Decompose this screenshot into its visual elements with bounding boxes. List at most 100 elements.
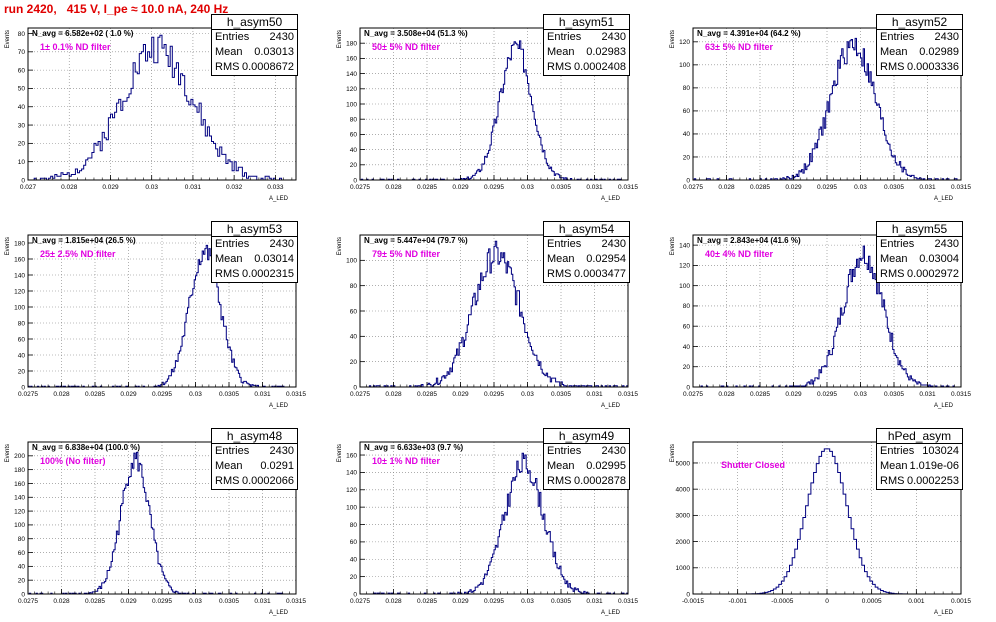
stats-label: Mean	[215, 460, 243, 472]
stats-box: h_asym50 Entries 2430 Mean 0.03013 RMS 0.00086…	[211, 14, 298, 76]
histogram-panel-h_asym53: 0.0275 0.028 0.0285 0.029 0.0295 0.03 0.0305 0.…	[0, 221, 308, 409]
x-tick-label: 0.03	[189, 598, 202, 605]
y-tick-label: 80	[683, 303, 691, 310]
x-tick-label: 0.028	[53, 391, 70, 398]
y-tick-label: 3000	[676, 513, 691, 520]
filter-annotation: Shutter Closed	[721, 460, 786, 470]
y-tick-label: 140	[14, 272, 25, 279]
y-tick-label: 40	[18, 104, 26, 111]
x-tick-label: 0.029	[452, 598, 469, 605]
x-tick-label: 0	[825, 598, 829, 605]
y-tick-label: 120	[14, 508, 25, 515]
stats-value: 0.0002066	[242, 475, 294, 487]
x-tick-label: 0.0305	[884, 184, 904, 191]
y-tick-label: 140	[679, 242, 690, 249]
stats-value: 0.0003477	[574, 268, 626, 280]
stats-label: Entries	[880, 31, 915, 43]
y-axis-label: Events	[337, 237, 343, 255]
y-tick-label: 60	[18, 550, 26, 557]
y-tick-label: 120	[679, 263, 690, 270]
x-tick-label: 0.031	[586, 391, 603, 398]
stats-label: RMS	[215, 61, 240, 73]
histogram-panel-h_asym48: 0.0275 0.028 0.0285 0.029 0.0295 0.03 0.0305 0.…	[0, 428, 308, 616]
y-axis-label: Events	[670, 30, 676, 48]
stats-row-rms: RMS 0.0002066	[212, 474, 297, 489]
stats-value: 0.0002972	[907, 268, 959, 280]
stats-row-mean: Mean 0.03004	[877, 252, 962, 267]
x-tick-label: 0.0295	[817, 184, 837, 191]
x-tick-label: 0.0285	[417, 391, 437, 398]
x-tick-label: 0.0305	[551, 391, 571, 398]
x-tick-label: 0.001	[908, 598, 925, 605]
x-tick-label: 0.028	[718, 391, 735, 398]
y-tick-label: 60	[350, 308, 358, 315]
x-tick-label: 0.03	[189, 391, 202, 398]
y-tick-label: 120	[346, 487, 357, 494]
x-tick-label: 0.0275	[683, 391, 703, 398]
stats-row-mean: Mean 0.02983	[544, 45, 629, 60]
y-tick-label: 0	[353, 384, 357, 391]
stats-label: Entries	[547, 31, 582, 43]
stats-value: 0.0002408	[574, 61, 626, 73]
x-tick-label: 0.0315	[951, 391, 971, 398]
y-tick-label: 120	[14, 288, 25, 295]
y-axis-label: Events	[670, 237, 676, 255]
histogram-curve	[28, 34, 296, 181]
y-tick-label: 20	[683, 154, 691, 161]
x-tick-label: 0.0305	[551, 184, 571, 191]
stats-value: 0.03013	[254, 46, 294, 58]
stats-value: 0.03014	[254, 253, 294, 265]
stats-box: h_asym51 Entries 2430 Mean 0.02983 RMS 0.00024…	[543, 14, 630, 76]
n-avg-label: N_avg = 6.582e+02 ( 1.0 %)	[32, 29, 134, 38]
histogram-panel-h_asym54: 0.0275 0.028 0.0285 0.029 0.0295 0.03 0.0305 0.…	[332, 221, 640, 409]
x-tick-label: 0.0315	[618, 598, 638, 605]
x-tick-label: 0.029	[120, 598, 137, 605]
stats-value: 0.02983	[586, 46, 626, 58]
x-tick-label: 0.029	[452, 184, 469, 191]
x-axis-label: A_LED	[601, 610, 621, 616]
stats-label: Mean	[880, 46, 908, 58]
y-tick-label: 80	[350, 117, 358, 124]
histogram-name: h_asym51	[544, 15, 629, 30]
n-avg-label: N_avg = 6.633e+03 (9.7 %)	[364, 443, 464, 452]
stats-row-rms: RMS 0.0008672	[212, 60, 297, 75]
x-tick-label: 0.028	[61, 184, 78, 191]
y-tick-label: 80	[18, 320, 26, 327]
n-avg-label: N_avg = 5.447e+04 (79.7 %)	[364, 236, 468, 245]
x-tick-label: 0.031	[254, 391, 271, 398]
stats-row-mean: Mean 0.0291	[212, 459, 297, 474]
y-tick-label: 30	[18, 122, 26, 129]
y-tick-label: 100	[346, 258, 357, 265]
y-tick-label: 100	[14, 304, 25, 311]
x-tick-label: 0.0275	[18, 598, 38, 605]
y-tick-label: 20	[18, 141, 26, 148]
stats-value: 2430	[269, 31, 294, 43]
stats-value: 2430	[601, 445, 626, 457]
x-tick-label: 0.0015	[951, 598, 971, 605]
run-title: run 2420, 415 V, I_pe ≈ 10.0 nA, 240 Hz	[4, 2, 229, 16]
x-tick-label: 0.03	[521, 391, 534, 398]
x-tick-label: 0.03	[145, 184, 158, 191]
x-tick-label: 0.03	[854, 391, 867, 398]
y-tick-label: 100	[346, 101, 357, 108]
x-tick-label: 0.0315	[618, 184, 638, 191]
x-tick-label: 0.029	[102, 184, 119, 191]
stats-row-entries: Entries 2430	[212, 237, 297, 252]
n-avg-label: N_avg = 6.838e+04 (100.0 %)	[32, 443, 141, 452]
plot-frame	[27, 27, 297, 181]
stats-row-entries: Entries 2430	[544, 30, 629, 45]
y-tick-label: 20	[350, 574, 358, 581]
histogram-panel-hPed_asym: -0.0015 -0.001 -0.0005 0 0.0005 0.001 0.0015 0 1…	[665, 428, 973, 616]
filter-annotation: 100% (No filter)	[40, 456, 106, 466]
filter-annotation: 40± 4% ND filter	[705, 249, 773, 259]
histogram-plot: 0.0275 0.028 0.0285 0.029 0.0295 0.03 0.0305 0.…	[337, 441, 638, 616]
y-tick-label: 80	[683, 85, 691, 92]
stats-row-rms: RMS 0.0002972	[877, 267, 962, 282]
stats-label: RMS	[215, 268, 240, 280]
y-tick-label: 0	[21, 384, 25, 391]
y-tick-label: 60	[350, 539, 358, 546]
x-tick-label: -0.0005	[771, 598, 793, 605]
x-axis-label: A_LED	[934, 196, 954, 202]
filter-annotation: 79± 5% ND filter	[372, 249, 440, 259]
x-tick-label: 0.0285	[417, 598, 437, 605]
